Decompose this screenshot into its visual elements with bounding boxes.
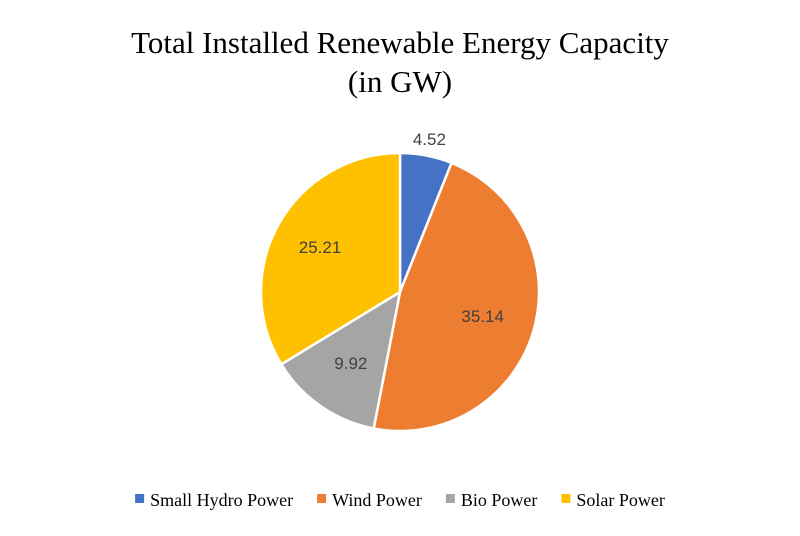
legend-label-wind-power: Wind Power: [332, 490, 422, 510]
legend-item-small-hydro-power: Small Hydro Power: [135, 490, 293, 510]
legend-item-bio-power: Bio Power: [445, 490, 538, 510]
legend-label-small-hydro-power: Small Hydro Power: [150, 490, 293, 510]
data-labels: 4.52 35.14 9.92 25.21: [299, 130, 504, 373]
legend-item-solar-power: Solar Power: [561, 490, 665, 510]
pie-slices: [259, 151, 541, 433]
chart-title-line-2: (in GW): [348, 64, 452, 99]
data-label-bio-power: 9.92: [334, 354, 367, 373]
data-label-wind-power: 35.14: [461, 307, 504, 326]
legend-swatch-wind-power: [317, 494, 327, 503]
pie-slice-wind-power: [372, 161, 541, 433]
chart-title-line-1: Total Installed Renewable Energy Capacit…: [131, 25, 669, 60]
legend-swatch-bio-power: [445, 494, 455, 503]
legend-item-wind-power: Wind Power: [317, 490, 422, 510]
data-label-solar-power: 25.21: [299, 238, 342, 257]
legend-label-bio-power: Bio Power: [461, 490, 538, 510]
legend-swatch-solar-power: [561, 494, 571, 503]
data-label-small-hydro-power: 4.52: [413, 130, 446, 149]
legend: Small Hydro Power Wind Power Bio Power Sola…: [135, 490, 665, 510]
legend-swatch-small-hydro-power: [135, 494, 145, 503]
pie-slice-bio-power: [280, 290, 402, 430]
legend-label-solar-power: Solar Power: [576, 490, 665, 510]
pie-slice-solar-power: [259, 151, 402, 366]
